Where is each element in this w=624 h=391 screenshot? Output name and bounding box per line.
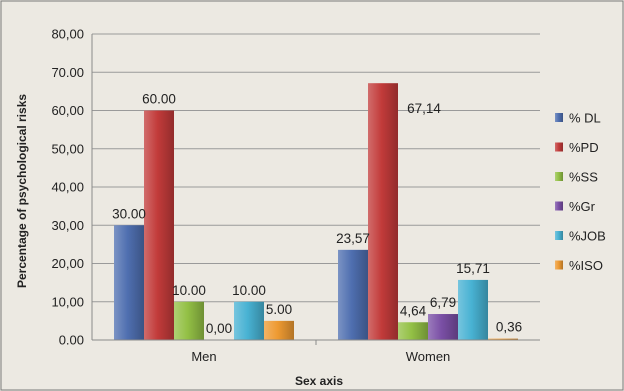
y-tick-label: 30,00: [51, 218, 84, 233]
bar-job-women: [458, 279, 488, 340]
data-label-dl-men: 30.00: [112, 206, 146, 221]
data-label-ss-women: 4,64: [400, 303, 427, 318]
y-tick-label: 40,00: [51, 180, 84, 195]
bar-ss-women: [398, 322, 428, 340]
y-axis-title: Percentage of psychological risks: [15, 94, 29, 288]
y-tick-label: 20,00: [51, 256, 84, 271]
bar-dl-women: [338, 249, 368, 340]
bar-gr-women: [428, 314, 458, 340]
data-label-pd-women: 67,14: [407, 101, 441, 116]
legend-label-job: %JOB: [569, 229, 606, 244]
data-label-dl-women: 23,57: [336, 231, 370, 246]
bar-pd-women: [368, 83, 398, 340]
legend-swatch-iso: [555, 260, 563, 270]
bar-job-men: [234, 301, 264, 340]
legend-swatch-dl: [555, 113, 563, 122]
legend-swatch-job: [555, 231, 563, 240]
legend-label-gr: %Gr: [569, 199, 596, 214]
legend-label-dl: % DL: [569, 111, 601, 126]
data-label-gr-women: 6,79: [430, 295, 456, 310]
y-tick-label: 80,00: [51, 27, 84, 42]
bar-iso-women: [488, 338, 518, 340]
y-tick-label: 10,00: [51, 294, 84, 309]
data-label-pd-men: 60.00: [142, 92, 176, 107]
legend-label-ss: %SS: [569, 170, 598, 185]
y-tick-label: 60,00: [51, 103, 84, 118]
x-tick-labels: Men Women: [191, 349, 450, 364]
x-tick-label-women: Women: [406, 349, 451, 364]
data-label-job-women: 15,71: [456, 261, 490, 276]
data-label-job-men: 10.00: [232, 283, 266, 298]
y-tick-labels: 0.00 10,00 20,00 30,00 40,00 50,00 60,00 70.00 8…: [51, 27, 84, 348]
legend-label-pd: %PD: [569, 140, 599, 155]
legend-swatch-gr: [555, 201, 563, 211]
legend-swatch-pd: [555, 142, 563, 152]
data-label-iso-women: 0,36: [496, 320, 522, 335]
data-label-gr-men: 0,00: [206, 321, 232, 336]
legend-swatch-ss: [555, 172, 563, 181]
bars: [114, 83, 518, 341]
data-label-ss-men: 10.00: [172, 283, 206, 298]
legend-label-iso: %ISO: [569, 258, 603, 273]
y-tick-label: 70.00: [51, 65, 84, 80]
y-tick-label: 50,00: [51, 141, 84, 156]
x-axis-title: Sex axis: [295, 374, 343, 388]
x-tick-label-men: Men: [191, 349, 216, 364]
axes: [91, 34, 540, 345]
bar-ss-men: [174, 301, 204, 340]
data-label-iso-men: 5.00: [266, 302, 292, 317]
data-labels: 30.0060.0010.000,0010.005.0023,5767,144,…: [112, 92, 522, 337]
bar-pd-men: [144, 110, 174, 340]
bar-dl-men: [114, 225, 144, 340]
y-tick-label: 0.00: [59, 333, 84, 348]
bar-iso-men: [264, 320, 294, 340]
legend: % DL %PD %SS %Gr %JOB %ISO: [555, 111, 606, 273]
